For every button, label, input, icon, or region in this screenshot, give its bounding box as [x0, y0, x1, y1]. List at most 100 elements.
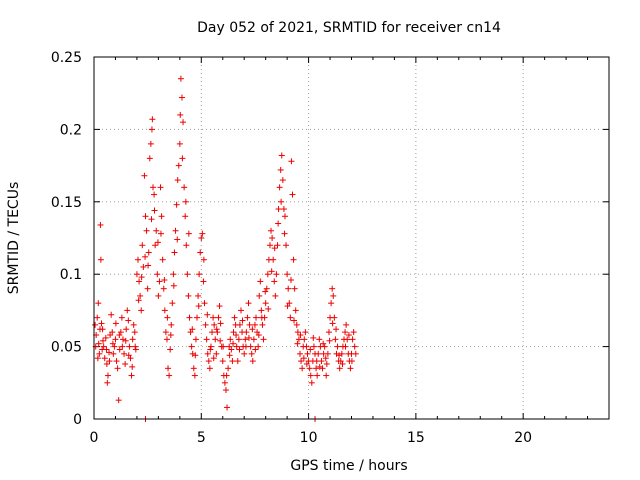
data-point: [329, 285, 336, 292]
data-point: [159, 256, 166, 263]
data-point: [322, 355, 329, 362]
data-point: [278, 198, 285, 205]
data-point: [313, 358, 320, 365]
data-point: [293, 321, 300, 328]
data-point: [110, 350, 117, 357]
data-point: [349, 336, 356, 343]
data-point: [233, 332, 240, 339]
data-point: [255, 343, 262, 350]
data-point: [306, 365, 313, 372]
data-point: [246, 321, 253, 328]
data-point: [284, 303, 291, 310]
data-point: [116, 332, 123, 339]
x-tick-label: 15: [407, 430, 425, 446]
data-point: [348, 358, 355, 365]
data-point: [248, 350, 255, 357]
data-point: [108, 311, 115, 318]
data-point: [195, 303, 202, 310]
data-point: [203, 336, 210, 343]
chart-title: Day 052 of 2021, SRMTID for receiver cn1…: [197, 20, 501, 36]
data-point: [351, 343, 358, 350]
data-point: [152, 242, 159, 249]
data-point: [207, 343, 214, 350]
data-point: [316, 363, 323, 370]
data-point: [185, 230, 192, 237]
data-point: [280, 206, 287, 213]
data-point: [236, 321, 243, 328]
data-point: [175, 162, 182, 169]
data-point: [153, 227, 160, 234]
data-point: [103, 360, 110, 367]
data-point: [145, 262, 152, 269]
data-point: [132, 343, 139, 350]
data-point: [226, 352, 233, 359]
data-point: [253, 314, 260, 321]
data-point: [323, 372, 330, 379]
data-point: [161, 307, 168, 314]
x-tick-label: 5: [197, 430, 206, 446]
data-point: [148, 126, 155, 133]
data-point: [222, 387, 229, 394]
data-point: [259, 321, 266, 328]
data-point: [200, 256, 207, 263]
data-point: [290, 256, 297, 263]
data-point: [207, 346, 214, 353]
data-point: [167, 346, 174, 353]
data-point: [148, 216, 155, 223]
data-point: [344, 336, 351, 343]
data-point: [138, 274, 145, 281]
data-point: [169, 300, 176, 307]
data-point: [150, 184, 157, 191]
data-point: [197, 249, 204, 256]
data-point: [170, 282, 177, 289]
data-point: [288, 158, 295, 165]
data-point: [217, 320, 224, 327]
data-point: [229, 358, 236, 365]
data-point: [216, 303, 223, 310]
data-point: [118, 314, 125, 321]
data-point: [307, 372, 314, 379]
data-point: [266, 242, 273, 249]
data-point: [115, 397, 122, 404]
data-point: [128, 372, 135, 379]
data-point: [122, 360, 129, 367]
data-point: [132, 346, 139, 353]
data-point: [133, 271, 140, 278]
data-point: [336, 365, 343, 372]
data-point: [269, 235, 276, 241]
data-point: [231, 314, 238, 321]
data-point: [268, 227, 275, 234]
data-point: [164, 314, 171, 321]
data-point: [276, 184, 283, 191]
data-point: [98, 320, 105, 327]
data-point: [124, 307, 131, 314]
data-point: [262, 288, 269, 295]
data-point: [227, 336, 234, 343]
data-point: [347, 365, 354, 372]
y-tick-labels: 0 0.05 0.1 0.15 0.2 0.25: [51, 50, 82, 428]
data-point: [119, 336, 126, 343]
data-point: [179, 155, 186, 162]
data-point: [316, 336, 323, 343]
data-point: [274, 242, 281, 249]
data-point: [342, 343, 349, 350]
data-point: [97, 326, 104, 333]
data-point: [287, 314, 294, 321]
data-point: [160, 285, 167, 292]
data-point: [209, 329, 216, 336]
data-point: [147, 140, 154, 147]
data-point: [190, 365, 197, 372]
data-point: [142, 213, 149, 220]
data-point: [244, 314, 251, 321]
data-point: [295, 336, 302, 343]
data-point: [214, 329, 221, 336]
data-point: [314, 372, 321, 379]
data-point: [294, 329, 301, 336]
data-point: [352, 350, 359, 357]
data-point: [339, 360, 346, 367]
data-point: [143, 227, 150, 234]
data-point: [307, 346, 314, 353]
data-point: [249, 358, 256, 365]
data-point: [294, 340, 301, 347]
